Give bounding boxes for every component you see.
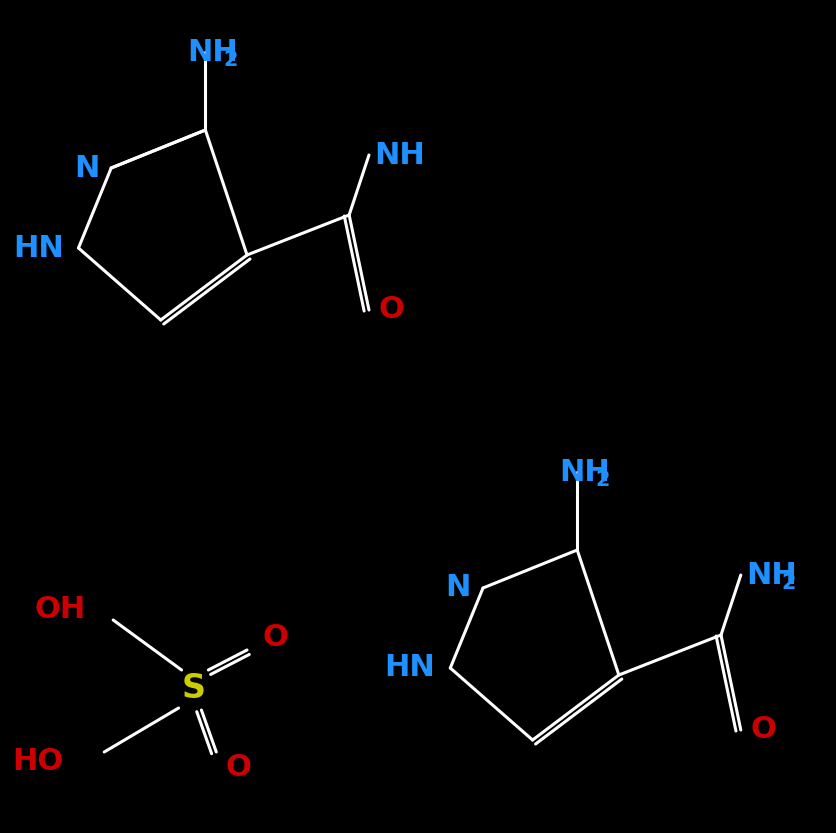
Text: HN: HN: [13, 233, 64, 262]
Text: HO: HO: [13, 747, 64, 776]
Text: HN: HN: [385, 654, 436, 682]
Text: NH: NH: [559, 457, 610, 486]
Text: 2: 2: [782, 573, 796, 593]
Text: OH: OH: [34, 596, 85, 625]
Text: NH: NH: [187, 37, 238, 67]
Text: NH: NH: [746, 561, 797, 590]
Text: N: N: [74, 153, 99, 182]
Text: NH: NH: [374, 141, 425, 169]
Text: O: O: [263, 623, 288, 652]
Text: O: O: [225, 752, 251, 781]
Text: S: S: [181, 671, 206, 705]
Text: 2: 2: [595, 470, 609, 490]
Text: O: O: [751, 716, 777, 745]
Text: O: O: [379, 296, 405, 325]
Text: N: N: [446, 573, 472, 602]
Text: 2: 2: [223, 50, 237, 70]
